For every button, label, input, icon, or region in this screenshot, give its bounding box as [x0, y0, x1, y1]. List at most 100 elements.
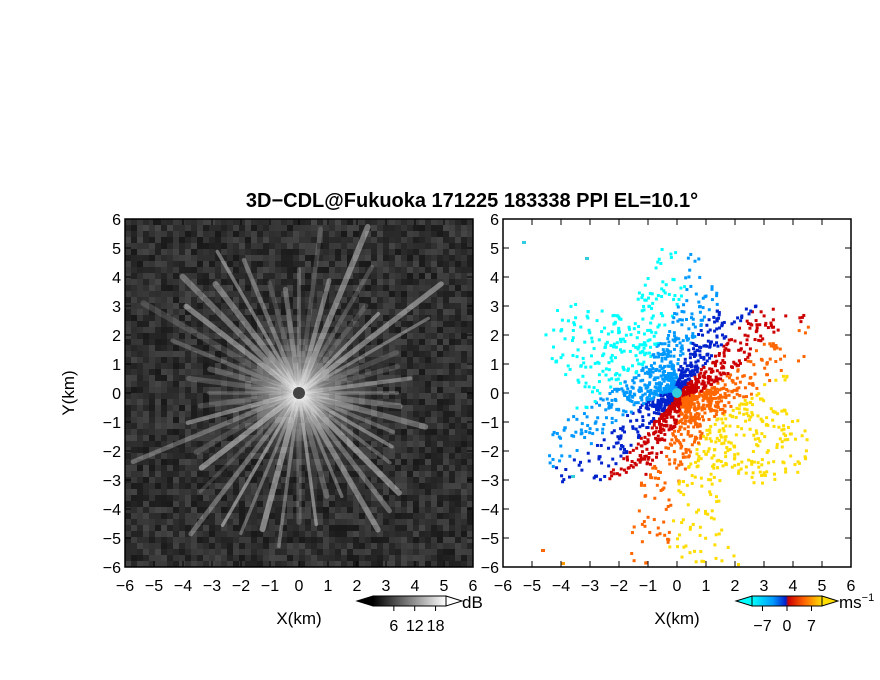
intensity-cell [431, 405, 437, 411]
intensity-cell [257, 501, 263, 507]
intensity-cell [239, 507, 245, 513]
intensity-cell [179, 435, 185, 441]
velocity-point [784, 314, 788, 318]
intensity-cell [263, 471, 269, 477]
intensity-cell [407, 525, 413, 531]
intensity-cell [221, 465, 227, 471]
intensity-cell [197, 411, 203, 417]
intensity-cell [413, 483, 419, 489]
velocity-point [729, 404, 733, 408]
intensity-cell [209, 249, 215, 255]
intensity-cell [305, 537, 311, 543]
intensity-cell [389, 255, 395, 261]
intensity-cell [377, 441, 383, 447]
intensity-cell [347, 297, 353, 303]
intensity-cell [191, 525, 197, 531]
intensity-cell [425, 513, 431, 519]
intensity-cell [449, 495, 455, 501]
intensity-cell [467, 237, 473, 243]
intensity-cell [197, 267, 203, 273]
intensity-cell [395, 411, 401, 417]
intensity-cell [425, 423, 431, 429]
intensity-cell [131, 261, 137, 267]
intensity-cell [449, 291, 455, 297]
intensity-cell [125, 411, 131, 417]
intensity-cell [257, 285, 263, 291]
intensity-cell [155, 237, 161, 243]
intensity-cell [329, 543, 335, 549]
intensity-cell [329, 315, 335, 321]
velocity-point [615, 341, 619, 345]
velocity-point [648, 345, 652, 349]
intensity-cell [281, 261, 287, 267]
intensity-cell [377, 339, 383, 345]
intensity-cell [467, 393, 473, 399]
intensity-cell [179, 369, 185, 375]
intensity-cell [293, 279, 299, 285]
velocity-point [628, 390, 632, 394]
intensity-cell [419, 405, 425, 411]
intensity-cell [161, 363, 167, 369]
intensity-cell [401, 267, 407, 273]
intensity-cell [455, 255, 461, 261]
intensity-cell [251, 285, 257, 291]
velocity-point [610, 421, 614, 425]
intensity-cell [131, 357, 137, 363]
intensity-cell [401, 399, 407, 405]
intensity-cell [389, 429, 395, 435]
intensity-cell [143, 465, 149, 471]
intensity-cell [305, 225, 311, 231]
intensity-cell [359, 555, 365, 561]
intensity-cell [173, 321, 179, 327]
intensity-cell [449, 255, 455, 261]
intensity-cell [455, 537, 461, 543]
velocity-point [689, 462, 693, 466]
velocity-point [626, 414, 630, 418]
intensity-cell [323, 519, 329, 525]
intensity-cell [197, 441, 203, 447]
intensity-cell [203, 297, 209, 303]
intensity-cell [161, 561, 167, 567]
intensity-cell [383, 303, 389, 309]
intensity-cell [221, 279, 227, 285]
intensity-cell [395, 351, 401, 357]
intensity-cell [425, 255, 431, 261]
intensity-cell [245, 459, 251, 465]
intensity-cell [293, 471, 299, 477]
velocity-point [587, 385, 591, 389]
intensity-cell [263, 231, 269, 237]
intensity-cell [137, 483, 143, 489]
intensity-cell [377, 561, 383, 567]
intensity-cell [365, 525, 371, 531]
velocity-point [626, 367, 630, 371]
intensity-cell [203, 345, 209, 351]
intensity-cell [215, 507, 221, 513]
intensity-cell [413, 261, 419, 267]
velocity-point [678, 441, 682, 445]
intensity-cell [191, 267, 197, 273]
intensity-cell [161, 315, 167, 321]
velocity-point [803, 429, 807, 433]
intensity-cell [215, 489, 221, 495]
intensity-cell [419, 219, 425, 225]
intensity-cell [131, 339, 137, 345]
intensity-cell [347, 471, 353, 477]
y-tick-label: 2 [112, 328, 121, 345]
intensity-cell [125, 441, 131, 447]
velocity-point [765, 450, 769, 454]
intensity-cell [131, 285, 137, 291]
velocity-point [789, 454, 793, 458]
intensity-cell [443, 381, 449, 387]
intensity-cell [455, 267, 461, 273]
intensity-cell [251, 483, 257, 489]
intensity-cell [401, 561, 407, 567]
intensity-cell [443, 501, 449, 507]
intensity-cell [389, 417, 395, 423]
intensity-cell [329, 285, 335, 291]
intensity-cell [155, 489, 161, 495]
intensity-cell [251, 231, 257, 237]
intensity-cell [209, 477, 215, 483]
intensity-cell [359, 231, 365, 237]
intensity-cell [323, 243, 329, 249]
intensity-cell [149, 237, 155, 243]
